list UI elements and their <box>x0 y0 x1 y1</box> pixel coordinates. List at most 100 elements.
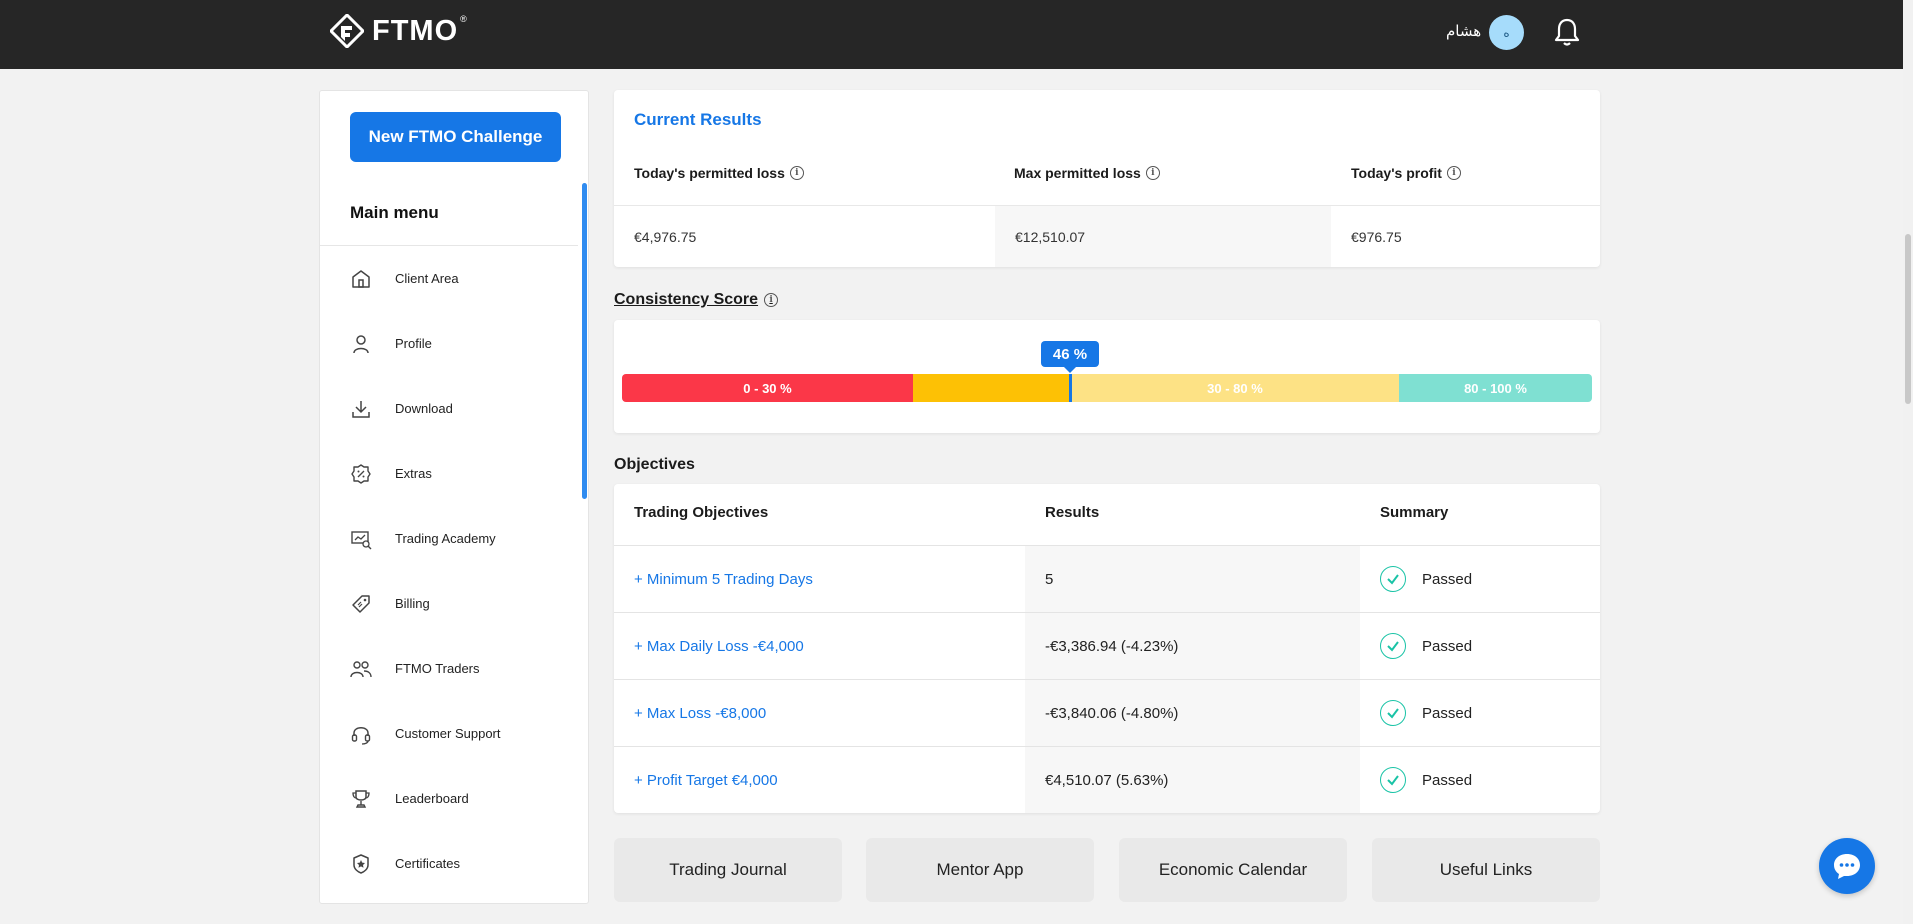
summary-cell: Passed <box>1360 747 1600 813</box>
sidebar-item-label: Certificates <box>395 856 461 871</box>
score-segment-green: 80 - 100 % <box>1399 374 1592 402</box>
ftmo-logo[interactable]: FTMO ® <box>330 14 467 48</box>
sidebar: New FTMO Challenge Main menu Client Area… <box>319 90 589 904</box>
download-icon <box>352 400 370 418</box>
new-challenge-button[interactable]: New FTMO Challenge <box>350 112 561 162</box>
sidebar-item-client-area[interactable]: Client Area <box>320 246 578 311</box>
sidebar-item-label: Download <box>395 401 453 416</box>
objective-cell: + Minimum 5 Trading Days <box>614 546 1025 612</box>
table-row: + Profit Target €4,000 €4,510.07 (5.63%)… <box>614 746 1600 813</box>
certificate-icon <box>353 853 369 874</box>
todays-permitted-loss-value: €4,976.75 <box>634 228 697 245</box>
menu-divider <box>320 245 578 246</box>
headset-icon <box>351 726 371 745</box>
consistency-score-card: 0 - 30 % 30 - 80 % 80 - 100 % 46 % <box>614 320 1600 433</box>
info-icon[interactable]: i <box>1145 166 1160 180</box>
info-icon[interactable]: i <box>789 166 804 180</box>
objective-cell: + Max Daily Loss -€4,000 <box>614 613 1025 679</box>
trading-journal-button[interactable]: Trading Journal <box>614 838 842 902</box>
sidebar-item-certificates[interactable]: Certificates <box>320 831 578 896</box>
avatar[interactable]: ه <box>1489 15 1524 50</box>
segment-label: 80 - 100 % <box>1464 380 1527 396</box>
tag-icon <box>352 594 370 613</box>
summary-cell: Passed <box>1360 546 1600 612</box>
sidebar-item-profile[interactable]: Profile <box>320 311 578 376</box>
chat-bubble-icon <box>1834 854 1860 879</box>
sidebar-item-leaderboard[interactable]: Leaderboard <box>320 766 578 831</box>
bell-icon[interactable] <box>1553 17 1581 47</box>
table-row: + Minimum 5 Trading Days 5 Passed <box>614 545 1600 612</box>
sidebar-item-label: Billing <box>395 596 430 611</box>
objective-cell: + Max Loss -€8,000 <box>614 680 1025 746</box>
mentor-app-button[interactable]: Mentor App <box>866 838 1094 902</box>
score-segment-light-yellow: 30 - 80 % <box>1071 374 1399 402</box>
result-cell: -€3,840.06 (-4.80%) <box>1025 680 1360 746</box>
objective-link[interactable]: + Profit Target €4,000 <box>634 771 778 789</box>
todays-profit-value: €976.75 <box>1351 228 1402 245</box>
objective-link[interactable]: + Max Loss -€8,000 <box>634 704 767 722</box>
logo-registered-mark: ® <box>460 14 467 24</box>
logo-text: FTMO <box>372 14 459 47</box>
status-text: Passed <box>1422 570 1473 588</box>
status-text: Passed <box>1422 637 1473 655</box>
sidebar-item-label: Extras <box>395 466 432 481</box>
header-label: Today's profit <box>1351 165 1442 181</box>
consistency-score-label: Consistency Score <box>614 291 759 308</box>
header-label: Max permitted loss <box>1014 165 1141 181</box>
result-cell: €4,510.07 (5.63%) <box>1025 747 1360 813</box>
sidebar-item-trading-academy[interactable]: Trading Academy <box>320 506 578 571</box>
top-bar: FTMO ® هشام ه <box>0 0 1903 69</box>
percent-badge-icon <box>351 463 371 484</box>
info-icon[interactable]: i <box>1446 166 1461 180</box>
consistency-score-title[interactable]: Consistency Score i <box>614 291 779 309</box>
user-name[interactable]: هشام <box>1446 22 1482 40</box>
objectives-table: Trading Objectives Results Summary + Min… <box>614 484 1600 813</box>
check-circle-icon <box>1380 633 1406 659</box>
sidebar-item-download[interactable]: Download <box>320 376 578 441</box>
sidebar-item-ftmo-traders[interactable]: FTMO Traders <box>320 636 578 701</box>
result-cell: -€3,386.94 (-4.23%) <box>1025 613 1360 679</box>
column-header-results: Results <box>1045 504 1100 521</box>
table-row: + Max Daily Loss -€4,000 -€3,386.94 (-4.… <box>614 612 1600 679</box>
score-marker-line <box>1069 374 1072 402</box>
objective-link[interactable]: + Max Daily Loss -€4,000 <box>634 637 804 655</box>
economic-calendar-button[interactable]: Economic Calendar <box>1119 838 1347 902</box>
todays-profit-header: Today's profit i <box>1351 165 1461 181</box>
sidebar-item-billing[interactable]: Billing <box>320 571 578 636</box>
segment-label: 30 - 80 % <box>1207 380 1263 396</box>
useful-links-button[interactable]: Useful Links <box>1372 838 1600 902</box>
objective-link[interactable]: + Minimum 5 Trading Days <box>634 570 813 588</box>
sidebar-item-label: Leaderboard <box>395 791 469 806</box>
page-scrollbar[interactable] <box>1903 0 1913 924</box>
segment-label: 0 - 30 % <box>743 380 792 396</box>
check-circle-icon <box>1380 566 1406 592</box>
user-icon <box>353 334 369 353</box>
status-text: Passed <box>1422 771 1473 789</box>
current-results-card: Current Results Today's permitted loss i… <box>614 90 1600 267</box>
column-header-summary: Summary <box>1380 504 1449 521</box>
current-results-title: Current Results <box>634 110 762 129</box>
chat-button[interactable] <box>1819 838 1875 894</box>
main-menu: Client Area Profile Download Extras Trad… <box>320 246 578 896</box>
sidebar-item-label: Client Area <box>395 271 459 286</box>
score-segment-red: 0 - 30 % <box>622 374 913 402</box>
sidebar-item-customer-support[interactable]: Customer Support <box>320 701 578 766</box>
menu-title: Main menu <box>350 203 439 222</box>
sidebar-item-label: Trading Academy <box>395 531 496 546</box>
sidebar-item-label: FTMO Traders <box>395 661 480 676</box>
info-icon[interactable]: i <box>764 293 779 307</box>
results-values-row: €4,976.75 €12,510.07 €976.75 <box>614 205 1600 267</box>
page-scrollbar-thumb[interactable] <box>1905 234 1911 404</box>
header-label: Today's permitted loss <box>634 165 785 181</box>
summary-cell: Passed <box>1360 613 1600 679</box>
sidebar-item-extras[interactable]: Extras <box>320 441 578 506</box>
score-segment-yellow <box>913 374 1071 402</box>
objectives-title: Objectives <box>614 456 695 473</box>
home-icon <box>352 269 370 288</box>
ftmo-logo-icon <box>330 14 364 48</box>
objective-cell: + Profit Target €4,000 <box>614 747 1025 813</box>
sidebar-scrollbar[interactable] <box>582 183 587 499</box>
result-cell: 5 <box>1025 546 1360 612</box>
check-circle-icon <box>1380 767 1406 793</box>
check-circle-icon <box>1380 700 1406 726</box>
